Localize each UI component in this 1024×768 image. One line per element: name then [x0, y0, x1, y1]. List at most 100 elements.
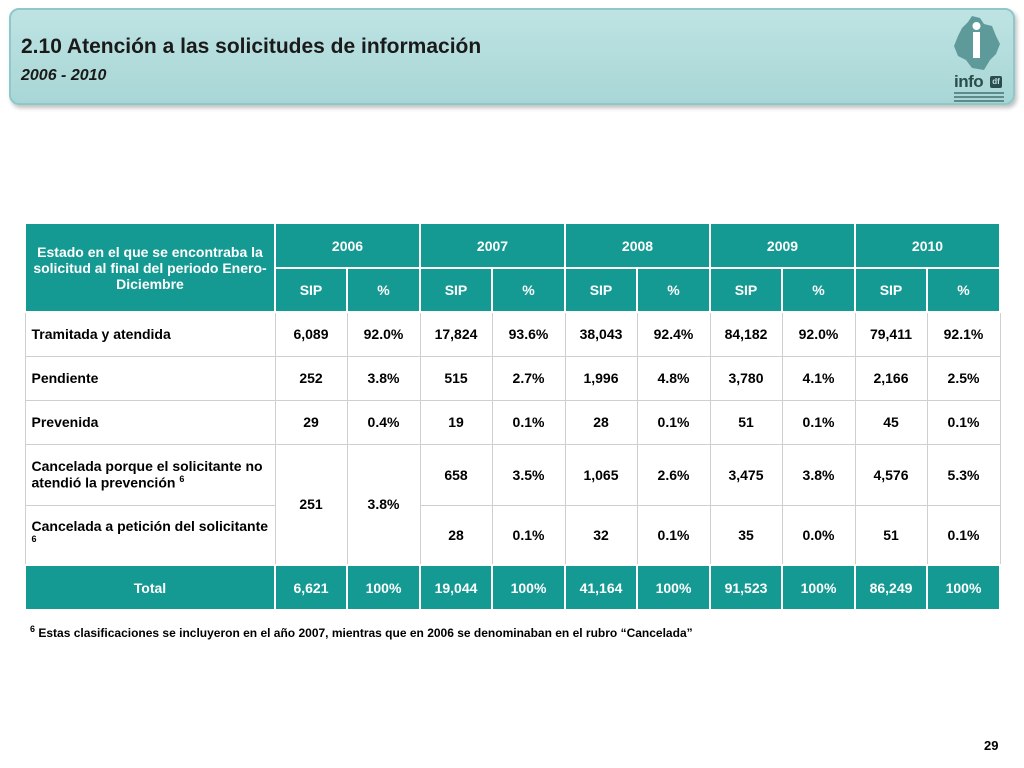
total-cell: 91,523 — [709, 564, 783, 611]
cell: 0.4% — [346, 399, 421, 445]
sub-header: SIP — [274, 267, 348, 313]
cell-merged: 3.8% — [346, 443, 421, 566]
year-header: 2006 — [274, 222, 421, 269]
header-banner: 2.10 Atención a las solicitudes de infor… — [9, 8, 1015, 105]
logo-fine-print — [954, 92, 1004, 104]
sub-header: % — [346, 267, 421, 313]
sub-header: % — [491, 267, 566, 313]
cell: 0.1% — [636, 399, 711, 445]
year-header: 2007 — [419, 222, 566, 269]
total-cell: 100% — [926, 564, 1001, 611]
cell: 0.1% — [491, 504, 566, 566]
cell: 19 — [419, 399, 493, 445]
map-silhouette-icon — [954, 16, 1000, 70]
sub-header: SIP — [709, 267, 783, 313]
cell: 0.1% — [926, 504, 1001, 566]
table-row: Cancelada a petición del solicitante 6 2… — [24, 504, 1001, 566]
cell: 17,824 — [419, 311, 493, 357]
cell: 92.0% — [346, 311, 421, 357]
sub-header: SIP — [419, 267, 493, 313]
logo-brand-text: info — [954, 72, 984, 91]
cell-merged: 251 — [274, 443, 348, 566]
cell: 51 — [709, 399, 783, 445]
cell: 2.7% — [491, 355, 566, 401]
cell: 3.8% — [781, 443, 856, 506]
cell: 658 — [419, 443, 493, 506]
total-cell: 41,164 — [564, 564, 638, 611]
total-cell: 6,621 — [274, 564, 348, 611]
cell: 79,411 — [854, 311, 928, 357]
page-number: 29 — [984, 738, 999, 753]
sub-header: % — [781, 267, 856, 313]
row-label-text: Cancelada porque el solicitante no atend… — [31, 458, 263, 491]
year-header: 2009 — [709, 222, 856, 269]
table-header-label: Estado en el que se encontraba la solici… — [24, 222, 276, 313]
total-cell: 19,044 — [419, 564, 493, 611]
cell: 252 — [274, 355, 348, 401]
footnote-ref: 6 — [31, 534, 37, 545]
cell: 0.1% — [636, 504, 711, 566]
cell: 0.1% — [781, 399, 856, 445]
row-label: Prevenida — [24, 399, 276, 445]
row-label: Cancelada porque el solicitante no atend… — [24, 443, 276, 506]
sub-header: % — [926, 267, 1001, 313]
year-header: 2008 — [564, 222, 711, 269]
table-row: Pendiente 252 3.8% 515 2.7% 1,996 4.8% 3… — [24, 355, 1001, 401]
cell: 515 — [419, 355, 493, 401]
total-cell: 100% — [346, 564, 421, 611]
footnote-mark: 6 — [30, 624, 36, 634]
footnote-text: Estas clasificaciones se incluyeron en e… — [35, 626, 693, 640]
cell: 2,166 — [854, 355, 928, 401]
cell: 5.3% — [926, 443, 1001, 506]
cell: 28 — [564, 399, 638, 445]
cell: 1,996 — [564, 355, 638, 401]
page-title: 2.10 Atención a las solicitudes de infor… — [21, 35, 482, 58]
cell: 0.1% — [491, 399, 566, 445]
cell: 3,780 — [709, 355, 783, 401]
cell: 4,576 — [854, 443, 928, 506]
cell: 2.5% — [926, 355, 1001, 401]
cell: 28 — [419, 504, 493, 566]
row-label: Cancelada a petición del solicitante 6 — [24, 504, 276, 566]
row-label-text: Cancelada a petición del solicitante — [31, 518, 269, 535]
cell: 3.8% — [346, 355, 421, 401]
year-header: 2010 — [854, 222, 1001, 269]
cell: 92.1% — [926, 311, 1001, 357]
infodf-logo: info df — [944, 8, 1008, 102]
cell: 3.5% — [491, 443, 566, 506]
footnote-ref: 6 — [179, 474, 185, 485]
sub-header: SIP — [564, 267, 638, 313]
total-cell: 100% — [781, 564, 856, 611]
cell: 4.8% — [636, 355, 711, 401]
cell: 0.0% — [781, 504, 856, 566]
total-label: Total — [24, 564, 276, 611]
cell: 2.6% — [636, 443, 711, 506]
sub-header: SIP — [854, 267, 928, 313]
total-cell: 100% — [491, 564, 566, 611]
row-label: Tramitada y atendida — [24, 311, 276, 357]
total-row: Total 6,621 100% 19,044 100% 41,164 100%… — [24, 564, 1001, 611]
total-cell: 86,249 — [854, 564, 928, 611]
cell: 93.6% — [491, 311, 566, 357]
row-label: Pendiente — [24, 355, 276, 401]
cell: 6,089 — [274, 311, 348, 357]
cell: 92.0% — [781, 311, 856, 357]
footnote: 6 Estas clasificaciones se incluyeron en… — [30, 624, 693, 640]
cell: 0.1% — [926, 399, 1001, 445]
cell: 45 — [854, 399, 928, 445]
cell: 32 — [564, 504, 638, 566]
cell: 1,065 — [564, 443, 638, 506]
table-row: Prevenida 29 0.4% 19 0.1% 28 0.1% 51 0.1… — [24, 399, 1001, 445]
page-subtitle: 2006 - 2010 — [21, 67, 107, 84]
cell: 3,475 — [709, 443, 783, 506]
cell: 29 — [274, 399, 348, 445]
cell: 51 — [854, 504, 928, 566]
cell: 35 — [709, 504, 783, 566]
cell: 38,043 — [564, 311, 638, 357]
sub-header: % — [636, 267, 711, 313]
requests-table: Estado en el que se encontraba la solici… — [24, 222, 1001, 611]
cell: 92.4% — [636, 311, 711, 357]
logo-brand-tag: df — [990, 76, 1002, 88]
total-cell: 100% — [636, 564, 711, 611]
table-row: Tramitada y atendida 6,089 92.0% 17,824 … — [24, 311, 1001, 357]
